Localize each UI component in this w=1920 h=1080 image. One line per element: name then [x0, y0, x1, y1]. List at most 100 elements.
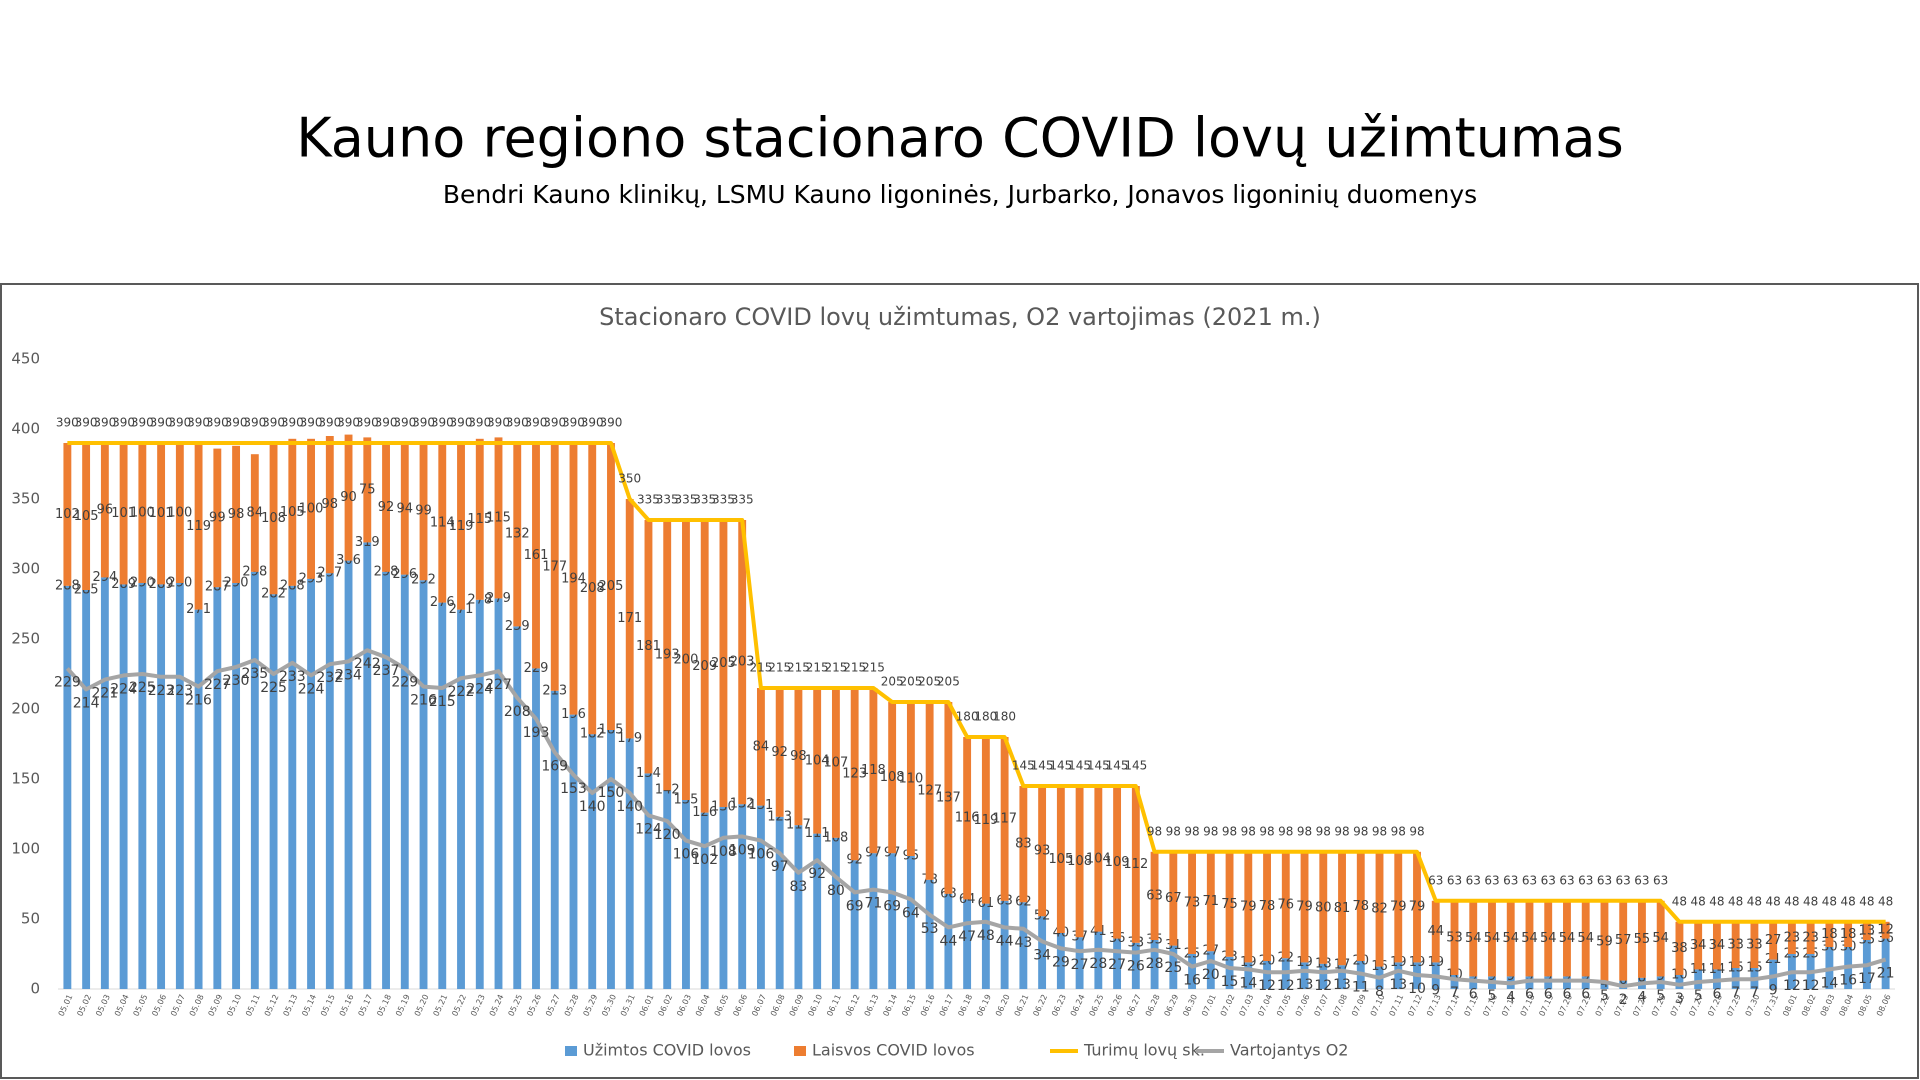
data-label: 98: [1391, 824, 1406, 838]
bar: [700, 520, 709, 813]
x-tick-label: 05.24: [488, 993, 506, 1018]
data-label: 79: [1240, 900, 1257, 915]
bar: [307, 438, 315, 579]
data-label: 63: [1484, 873, 1499, 887]
data-label: 209: [692, 659, 717, 674]
data-label: 75: [359, 482, 376, 497]
data-label: 17: [1858, 971, 1876, 987]
bar: [1394, 851, 1403, 963]
data-label: 390: [243, 416, 266, 430]
data-label: 145: [1124, 759, 1147, 773]
x-tick-label: 05.25: [506, 993, 524, 1018]
bar: [119, 584, 128, 989]
data-label: 48: [1709, 894, 1724, 908]
data-label: 227: [485, 677, 512, 693]
data-label: 101: [111, 506, 136, 521]
data-label: 115: [467, 512, 492, 527]
data-label: 242: [354, 656, 381, 672]
data-label: 6: [1544, 987, 1553, 1003]
x-tick-label: 05.07: [169, 993, 187, 1018]
x-tick-label: 05.12: [263, 993, 281, 1018]
bar: [1488, 900, 1496, 977]
bar: [1225, 956, 1234, 989]
x-tick-label: 06.30: [1181, 993, 1199, 1018]
page-subtitle: Bendri Kauno klinikų, LSMU Kauno ligonin…: [443, 180, 1477, 209]
bar: [438, 602, 447, 989]
bar: [344, 434, 353, 561]
y-tick-label: 0: [30, 980, 40, 998]
data-label: 12: [1258, 978, 1276, 994]
data-label: 63: [1503, 873, 1518, 887]
x-tick-label: 06.23: [1050, 993, 1068, 1018]
bar: [1188, 954, 1197, 989]
data-label: 234: [335, 667, 362, 683]
bar: [888, 702, 897, 854]
data-label: 194: [561, 571, 586, 586]
bar: [1244, 962, 1253, 989]
data-label: 16: [1183, 973, 1201, 989]
page-title: Kauno regiono stacionaro COVID lovų užim…: [296, 107, 1624, 170]
data-label: 169: [541, 758, 568, 774]
x-tick-label: 06.07: [750, 993, 768, 1018]
bar: [494, 598, 503, 989]
x-tick-label: 07.09: [1350, 993, 1368, 1018]
data-label: 98: [1409, 824, 1424, 838]
data-label: 28: [1089, 956, 1107, 972]
data-label: 205: [711, 656, 736, 671]
data-label: 127: [917, 783, 942, 798]
x-tick-label: 05.02: [75, 993, 93, 1018]
bar: [1263, 961, 1271, 989]
data-label: 11: [1352, 980, 1370, 996]
x-tick-label: 06.14: [881, 993, 899, 1018]
bar: [1038, 916, 1047, 989]
data-label: 48: [977, 928, 995, 944]
data-label: 9: [1488, 969, 1496, 984]
bar: [475, 438, 484, 600]
x-tick-label: 08.05: [1856, 993, 1874, 1018]
legend-label: Vartojantys O2: [1230, 1041, 1348, 1060]
data-label: 335: [731, 493, 754, 507]
data-label: 63: [1634, 873, 1649, 887]
data-label: 6: [1469, 987, 1478, 1003]
bar: [213, 587, 222, 989]
bar: [756, 688, 765, 806]
x-tick-label: 05.04: [113, 993, 131, 1018]
x-tick-label: 05.28: [563, 993, 581, 1018]
data-label: 390: [150, 416, 173, 430]
x-tick-label: 05.27: [544, 993, 562, 1018]
bar: [1225, 851, 1234, 957]
bar: [532, 668, 540, 989]
data-label: 112: [1123, 857, 1148, 872]
data-label: 9: [1469, 969, 1477, 984]
data-label: 98: [1353, 824, 1368, 838]
bar: [213, 448, 222, 588]
bar: [1563, 976, 1571, 989]
bar: [925, 702, 934, 880]
x-tick-label: 05.05: [132, 993, 150, 1018]
data-label: 223: [148, 683, 175, 699]
bar: [663, 520, 672, 791]
data-label: 390: [112, 416, 135, 430]
data-label: 79: [1390, 900, 1407, 915]
bar: [400, 574, 409, 989]
data-label: 6: [1712, 987, 1721, 1003]
data-label: 105: [1048, 852, 1073, 867]
bar: [1113, 938, 1122, 989]
data-label: 80: [1315, 900, 1332, 915]
data-label: 335: [637, 493, 660, 507]
data-label: 54: [1559, 931, 1576, 946]
data-label: 350: [618, 472, 641, 486]
x-tick-label: 05.18: [375, 993, 393, 1018]
data-label: 82: [1371, 902, 1388, 917]
data-label: 10: [1408, 981, 1426, 997]
bar: [1506, 900, 1515, 977]
data-label: 55: [1634, 932, 1651, 947]
data-label: 48: [1859, 894, 1874, 908]
x-tick-label: 06.11: [825, 993, 843, 1018]
data-label: 64: [902, 905, 920, 921]
bar: [419, 580, 428, 989]
data-label: 14: [1690, 962, 1707, 977]
data-label: 34: [1709, 938, 1726, 953]
data-label: 140: [579, 799, 606, 815]
